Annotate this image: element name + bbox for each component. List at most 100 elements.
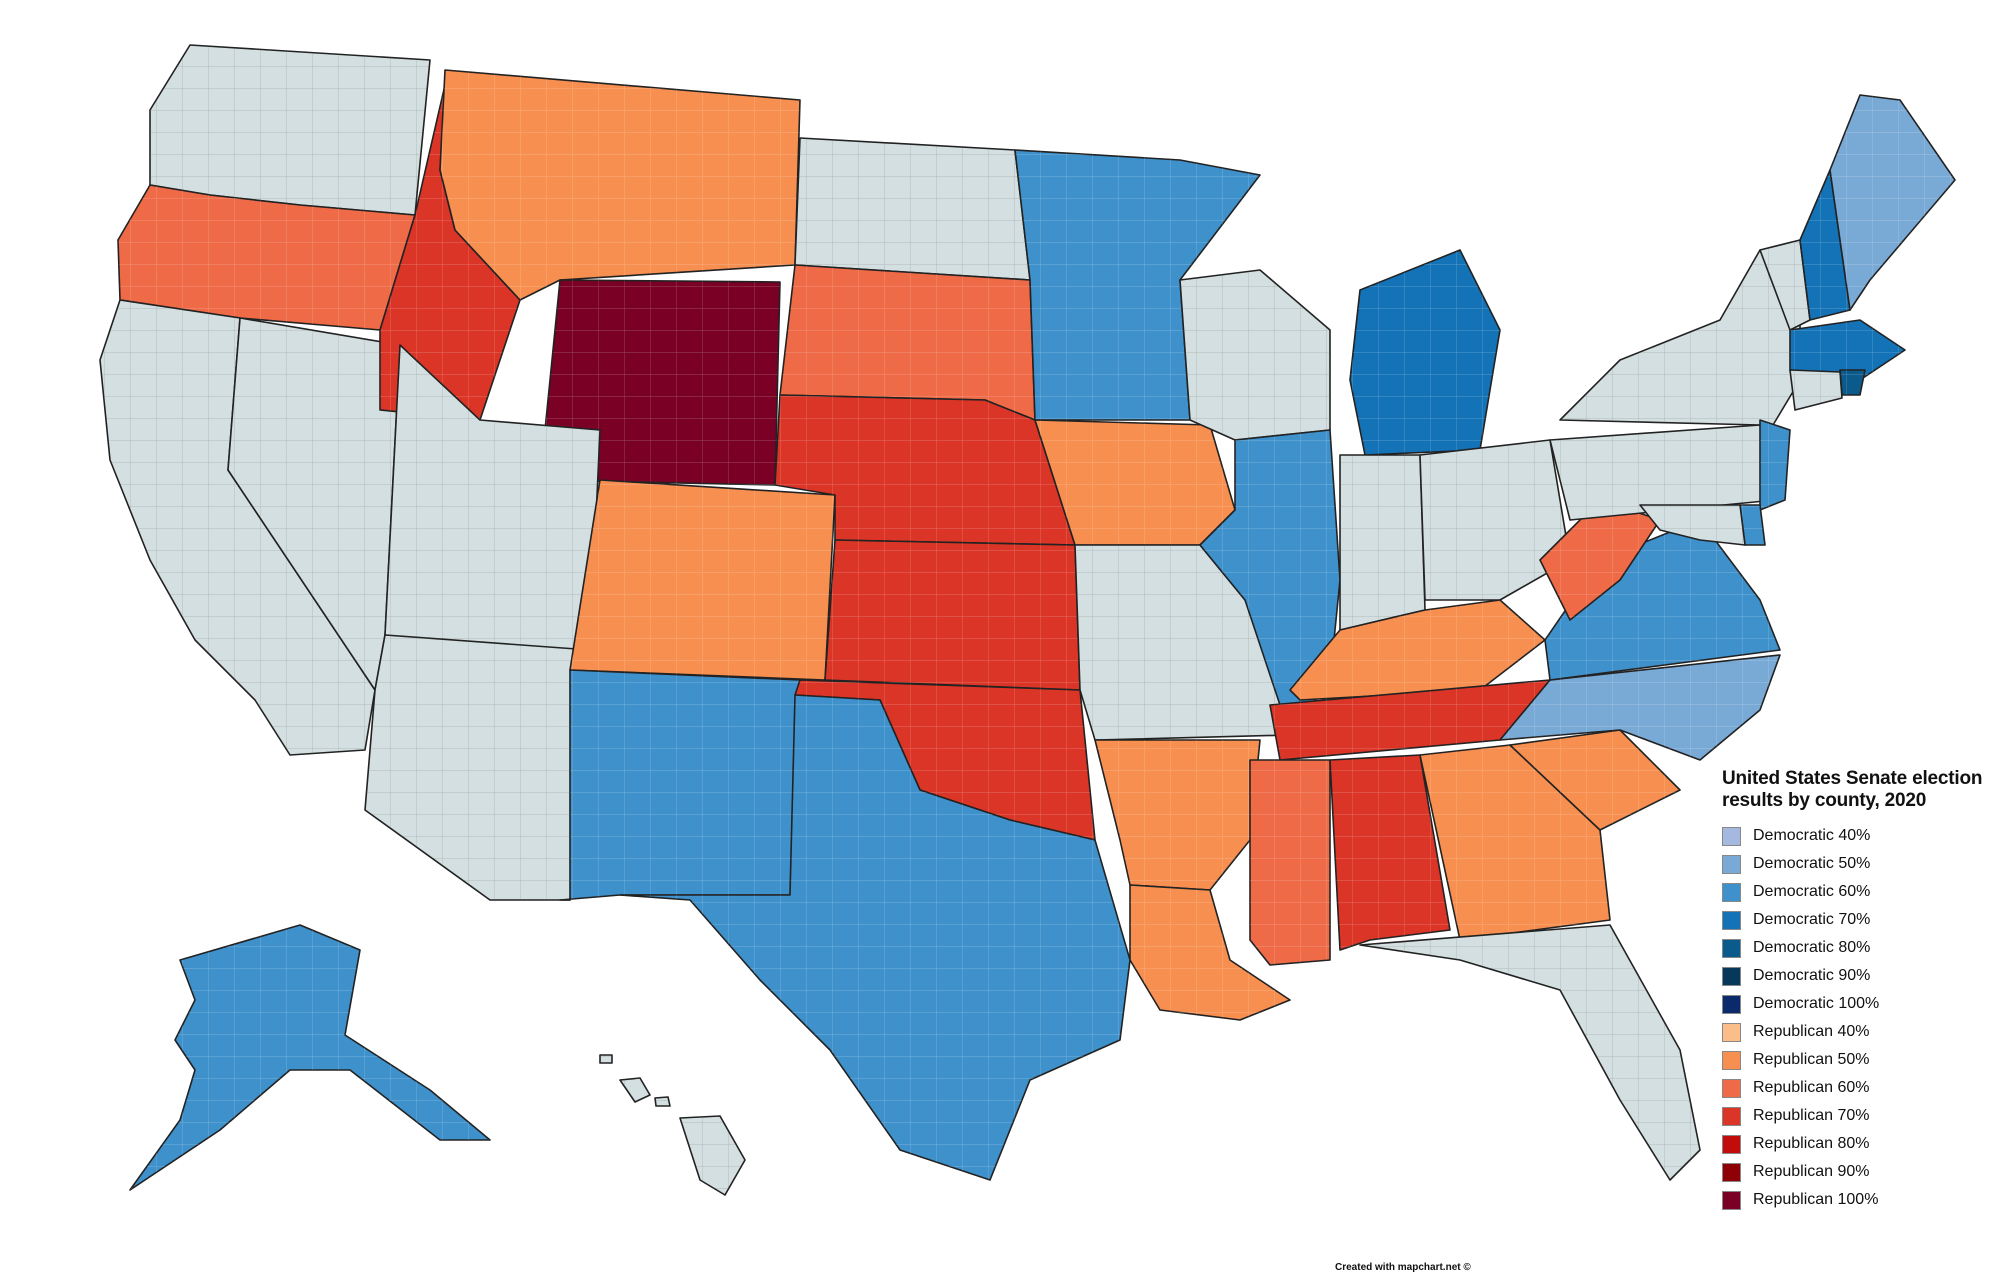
county-lines-new-york bbox=[1560, 250, 1800, 430]
legend-item-r40: Republican 40% bbox=[1722, 1018, 1992, 1046]
state-illinois bbox=[1199, 429, 1341, 736]
legend-swatch-d80 bbox=[1722, 938, 1741, 958]
legend-item-d60: Democratic 60% bbox=[1722, 878, 1992, 906]
state-vermont bbox=[1759, 239, 1811, 331]
county-lines-connecticut bbox=[1790, 370, 1842, 410]
legend-item-d100: Democratic 100% bbox=[1722, 990, 1992, 1018]
legend-label-d60: Democratic 60% bbox=[1753, 883, 1871, 900]
county-lines-washington bbox=[150, 45, 430, 215]
state-pennsylvania bbox=[1549, 424, 1776, 521]
state-oregon bbox=[117, 184, 416, 331]
legend-label-d90: Democratic 90% bbox=[1753, 967, 1871, 984]
state-washington bbox=[149, 44, 431, 216]
county-lines-maryland bbox=[1640, 505, 1745, 545]
state-south-carolina bbox=[1509, 729, 1681, 831]
county-lines-new-hampshire bbox=[1800, 170, 1850, 320]
legend-label-d40: Democratic 40% bbox=[1753, 827, 1871, 844]
county-lines-alabama bbox=[1330, 755, 1450, 950]
legend-label-r60: Republican 60% bbox=[1753, 1079, 1870, 1096]
state-florida bbox=[1359, 924, 1701, 1181]
legend-swatch-d70 bbox=[1722, 910, 1741, 930]
legend-swatch-d60 bbox=[1722, 882, 1741, 902]
county-lines-wisconsin bbox=[1180, 270, 1330, 440]
legend-swatch-d100 bbox=[1722, 994, 1741, 1014]
legend-label-d70: Democratic 70% bbox=[1753, 911, 1871, 928]
legend-swatch-r40 bbox=[1722, 1022, 1741, 1042]
legend-label-d50: Democratic 50% bbox=[1753, 855, 1871, 872]
state-nebraska bbox=[774, 394, 1076, 546]
state-tennessee bbox=[1269, 679, 1551, 761]
state-kentucky bbox=[1289, 599, 1546, 701]
county-lines-massachusetts bbox=[1790, 320, 1905, 380]
state-utah bbox=[384, 344, 601, 651]
state-maryland bbox=[1639, 504, 1746, 546]
county-lines-new-jersey bbox=[1760, 420, 1790, 510]
legend-label-r70: Republican 70% bbox=[1753, 1107, 1870, 1124]
state-arkansas bbox=[1094, 739, 1261, 891]
county-lines-nebraska bbox=[775, 395, 1075, 545]
state-south-dakota bbox=[779, 264, 1036, 421]
county-lines-new-mexico bbox=[560, 670, 800, 900]
county-lines-kentucky bbox=[1290, 600, 1545, 700]
county-lines-south-dakota bbox=[780, 265, 1035, 420]
county-lines-montana bbox=[440, 70, 800, 300]
legend-swatch-r90 bbox=[1722, 1162, 1741, 1182]
legend-item-d80: Democratic 80% bbox=[1722, 934, 1992, 962]
county-lines-louisiana bbox=[1130, 885, 1290, 1020]
county-lines-iowa bbox=[1035, 420, 1235, 545]
legend-swatch-r60 bbox=[1722, 1078, 1741, 1098]
state-iowa bbox=[1034, 419, 1236, 546]
county-lines-ohio bbox=[1420, 440, 1570, 600]
legend-title: United States Senate election results by… bbox=[1722, 768, 1983, 811]
state-mississippi bbox=[1249, 759, 1331, 966]
county-lines-oregon bbox=[118, 185, 415, 330]
county-lines-indiana bbox=[1340, 455, 1425, 630]
county-lines-michigan bbox=[1350, 250, 1500, 455]
state-new-mexico bbox=[559, 669, 801, 901]
legend-item-r100: Republican 100% bbox=[1722, 1186, 1992, 1214]
county-lines-delaware bbox=[1740, 505, 1765, 545]
state-hawaii bbox=[599, 1054, 746, 1196]
county-lines-rhode-island bbox=[1840, 370, 1865, 395]
legend-swatch-d90 bbox=[1722, 966, 1741, 986]
legend-swatch-d50 bbox=[1722, 854, 1741, 874]
county-lines-colorado bbox=[570, 480, 835, 680]
county-lines-illinois bbox=[1200, 430, 1340, 735]
state-arizona bbox=[364, 634, 591, 901]
county-lines-arkansas bbox=[1095, 740, 1260, 890]
county-lines-pennsylvania bbox=[1550, 425, 1775, 520]
legend-swatch-d40 bbox=[1722, 826, 1741, 846]
legend-item-d40: Democratic 40% bbox=[1722, 822, 1992, 850]
legend-item-r80: Republican 80% bbox=[1722, 1130, 1992, 1158]
county-lines-texas bbox=[620, 695, 1130, 1180]
state-alabama bbox=[1329, 754, 1451, 951]
state-new-jersey bbox=[1759, 419, 1791, 511]
county-lines-idaho bbox=[380, 85, 520, 420]
county-lines-missouri bbox=[1075, 545, 1300, 740]
legend-item-d50: Democratic 50% bbox=[1722, 850, 1992, 878]
state-michigan bbox=[1349, 249, 1501, 456]
legend-item-r90: Republican 90% bbox=[1722, 1158, 1992, 1186]
legend-item-r70: Republican 70% bbox=[1722, 1102, 1992, 1130]
county-lines-minnesota bbox=[1015, 150, 1260, 420]
state-new-york bbox=[1559, 249, 1801, 431]
state-maine bbox=[1829, 94, 1956, 311]
legend-label-r40: Republican 40% bbox=[1753, 1023, 1870, 1040]
county-lines-mississippi bbox=[1250, 760, 1330, 965]
county-lines-arizona bbox=[365, 635, 590, 900]
legend-label-r90: Republican 90% bbox=[1753, 1163, 1870, 1180]
state-kansas bbox=[824, 539, 1081, 691]
state-massachusetts bbox=[1789, 319, 1906, 381]
state-wisconsin bbox=[1179, 269, 1331, 441]
state-texas bbox=[619, 694, 1131, 1181]
legend-item-d70: Democratic 70% bbox=[1722, 906, 1992, 934]
county-lines-maine bbox=[1830, 95, 1955, 310]
legend-swatch-r50 bbox=[1722, 1050, 1741, 1070]
legend-item-r60: Republican 60% bbox=[1722, 1074, 1992, 1102]
county-lines-west-virginia bbox=[1540, 500, 1660, 620]
legend-item-r50: Republican 50% bbox=[1722, 1046, 1992, 1074]
state-montana bbox=[439, 69, 801, 301]
legend-label-d100: Democratic 100% bbox=[1753, 995, 1880, 1012]
county-lines-north-carolina bbox=[1500, 655, 1780, 760]
legend-swatch-r100 bbox=[1722, 1190, 1741, 1210]
